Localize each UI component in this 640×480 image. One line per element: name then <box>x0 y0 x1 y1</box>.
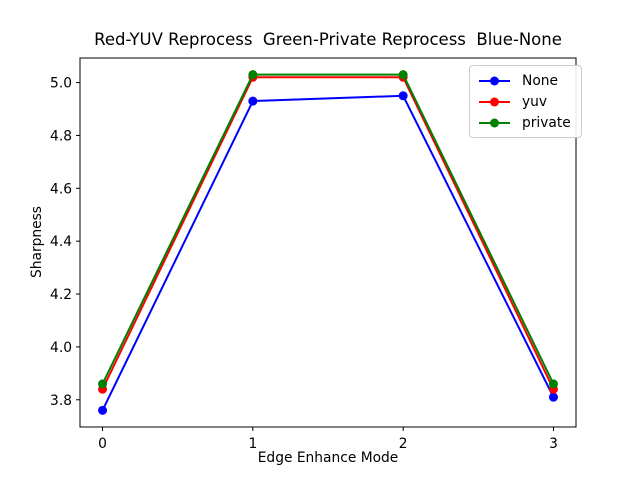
legend-marker-dot <box>490 76 499 85</box>
legend-line-marker-icon <box>479 97 510 106</box>
data-point-None <box>548 392 558 402</box>
data-point-private <box>248 70 258 80</box>
legend-label: private <box>522 114 571 131</box>
legend-marker-dot <box>490 118 499 127</box>
x-axis-label: Edge Enhance Mode <box>257 450 399 466</box>
series-line-private <box>101 73 555 385</box>
legend-item-yuv: yuv <box>478 92 571 111</box>
x-tick-label: 2 <box>399 436 408 452</box>
y-axis-label: Sharpness <box>29 206 45 278</box>
series-line-None <box>101 94 555 411</box>
legend-line-marker-icon <box>479 76 510 85</box>
data-point-private <box>398 70 408 80</box>
legend-label: None <box>522 72 558 89</box>
axes-spines <box>79 57 577 428</box>
legend-item-None: None <box>478 71 571 90</box>
data-point-private <box>548 379 558 389</box>
y-tick-label: 4.6 <box>50 181 72 197</box>
y-tick-label: 3.8 <box>50 393 72 409</box>
data-point-None <box>398 91 408 101</box>
x-tick-label: 3 <box>549 436 558 452</box>
data-point-None <box>248 96 258 106</box>
legend-item-private: private <box>478 113 571 132</box>
y-tick-label: 4.0 <box>50 340 72 356</box>
y-tick-label: 4.4 <box>50 234 72 250</box>
data-point-None <box>98 405 108 415</box>
legend-label: yuv <box>522 93 548 110</box>
series-line-yuv <box>101 76 555 390</box>
chart-title: Red-YUV Reprocess Green-Private Reproces… <box>94 30 562 49</box>
data-point-private <box>98 379 108 389</box>
legend-marker-dot <box>490 97 499 106</box>
x-tick-label: 1 <box>248 436 257 452</box>
y-tick-label: 5.0 <box>50 76 72 92</box>
y-tick-label: 4.8 <box>50 128 72 144</box>
x-tick-label: 0 <box>98 436 107 452</box>
legend-line-marker-icon <box>479 118 510 127</box>
legend: None yuv private <box>469 65 582 138</box>
y-tick-label: 4.2 <box>50 287 72 303</box>
